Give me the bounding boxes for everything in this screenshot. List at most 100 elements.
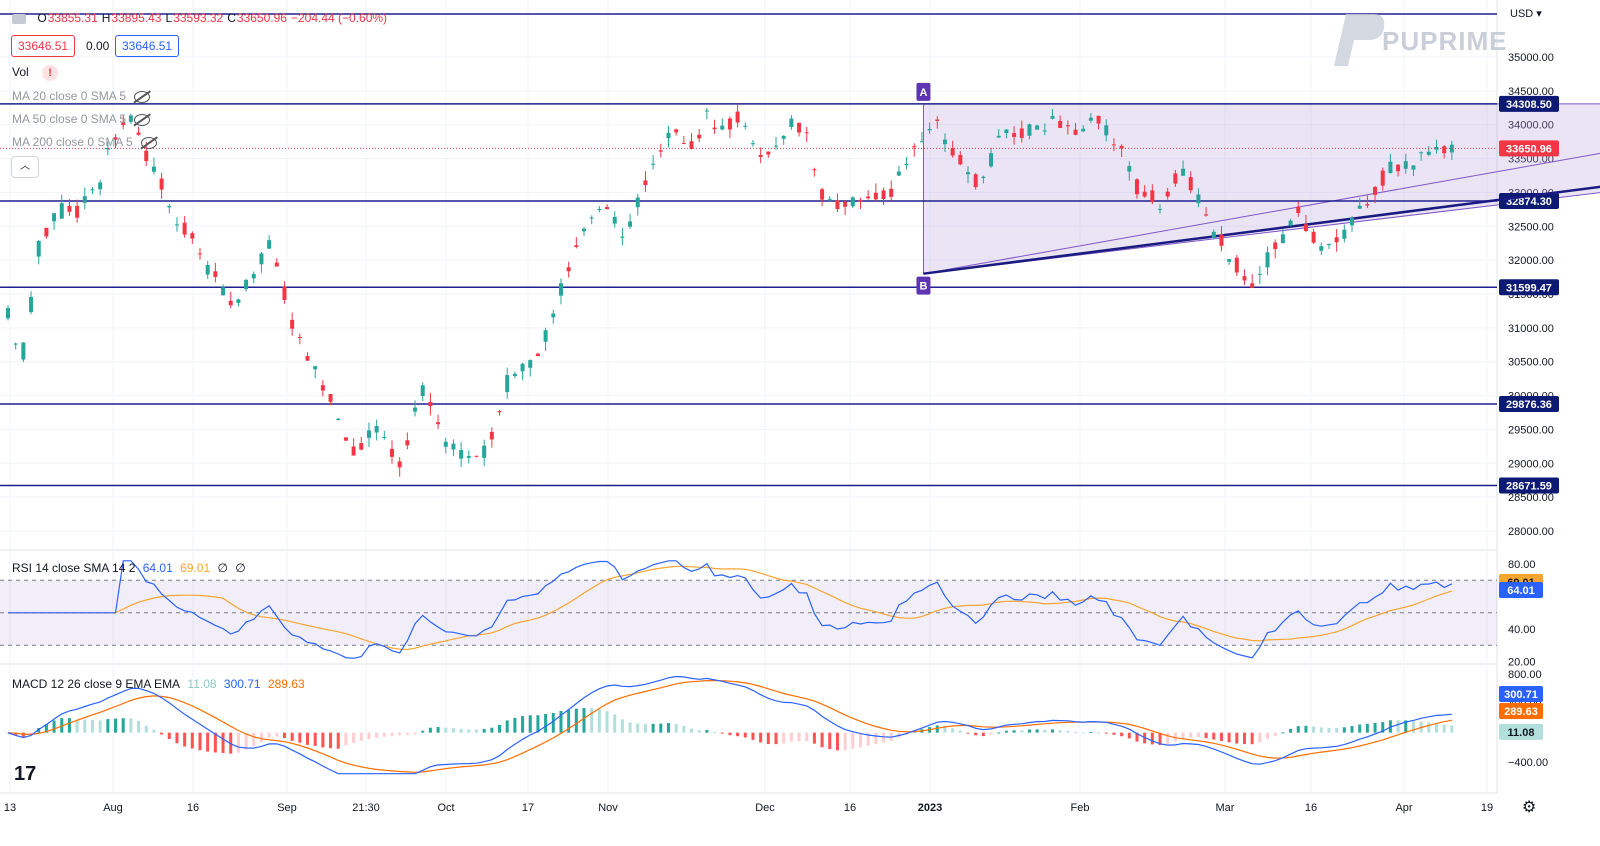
- candle-body: [628, 221, 633, 227]
- macd-histogram-bar: [1319, 727, 1323, 733]
- last-price-label: 33650.96: [1506, 143, 1552, 155]
- macd-histogram-bar: [1335, 728, 1339, 733]
- macd-histogram-bar: [137, 720, 141, 733]
- macd-histogram-bar: [1166, 732, 1170, 744]
- candle-body: [443, 441, 448, 447]
- candle-body: [420, 385, 425, 397]
- candle-body: [1403, 161, 1408, 169]
- candle-body: [1396, 164, 1401, 172]
- macd-histogram-bar: [329, 732, 333, 749]
- candle-body: [1211, 231, 1216, 239]
- macd-histogram-bar: [1235, 732, 1239, 744]
- macd-histogram-bar: [344, 732, 348, 746]
- candle-body: [1388, 161, 1393, 174]
- volume-legend[interactable]: Vol !: [12, 65, 62, 81]
- candle-body: [528, 360, 533, 368]
- puprime-logo-mark: [1334, 14, 1385, 66]
- macd-histogram-bar: [1227, 732, 1231, 743]
- collapse-legend-button[interactable]: ︿: [11, 156, 39, 178]
- candle-body: [313, 366, 318, 370]
- ma20-legend[interactable]: MA 20 close 0 SMA 5: [12, 89, 151, 103]
- candle-body: [305, 356, 310, 361]
- candle-body: [697, 134, 702, 139]
- macd-histogram-bar: [382, 732, 386, 737]
- x-tick-label: Sep: [277, 802, 297, 814]
- macd-histogram-bar: [882, 732, 886, 743]
- candle-body: [267, 240, 272, 249]
- candle-body: [336, 418, 341, 421]
- macd-histogram-bar: [1158, 732, 1162, 745]
- macd-histogram-bar: [551, 712, 555, 733]
- macd-histogram-group: [6, 707, 1454, 754]
- ask-price[interactable]: 33646.51: [115, 35, 180, 57]
- macd-histogram-bar: [106, 719, 110, 733]
- macd-histogram-bar: [359, 732, 363, 741]
- macd-histogram-bar: [805, 732, 809, 742]
- currency-selector[interactable]: USD ▾: [1510, 8, 1542, 20]
- macd-histogram-bar: [474, 729, 478, 733]
- bid-price[interactable]: 33646.51: [11, 35, 76, 57]
- candle-body: [1019, 128, 1024, 138]
- macd-histogram-bar: [336, 732, 340, 749]
- macd-histogram-bar: [1381, 722, 1385, 733]
- macd-legend[interactable]: MACD 12 26 close 9 EMA EMA 11.08 300.71 …: [12, 677, 309, 691]
- ma200-legend[interactable]: MA 200 close 0 SMA 5: [12, 135, 157, 149]
- macd-value-tag-label: 300.71: [1504, 689, 1538, 701]
- rsi-line: [8, 560, 1453, 659]
- macd-histogram-bar: [498, 724, 502, 733]
- candle-body: [881, 190, 886, 200]
- candle-body: [989, 153, 994, 167]
- candle-body: [90, 189, 95, 191]
- hidden-eye-icon[interactable]: [140, 136, 157, 149]
- macd-histogram-bar: [405, 732, 409, 735]
- candle-body: [1127, 166, 1132, 172]
- ohlc-key: O: [37, 11, 47, 25]
- macd-histogram-bar: [989, 732, 993, 735]
- candle-body: [98, 182, 103, 190]
- candle-body: [136, 132, 141, 135]
- macd-histogram-bar: [597, 709, 601, 733]
- rsi-legend[interactable]: RSI 14 close SMA 14 2 64.01 69.01 ∅ ∅: [12, 561, 250, 575]
- ohlc-key: C: [227, 11, 236, 25]
- level-price-tag: [1499, 95, 1559, 112]
- x-tick-label: 21:30: [352, 802, 380, 814]
- hidden-eye-icon[interactable]: [134, 113, 151, 126]
- macd-histogram-bar: [37, 728, 41, 733]
- candle-body: [1296, 206, 1301, 214]
- candle-body: [1012, 133, 1017, 137]
- candle-body: [505, 375, 510, 393]
- macd-histogram-bar: [544, 714, 548, 733]
- candle-body: [374, 425, 379, 433]
- symbol-icon[interactable]: [12, 13, 26, 24]
- macd-signal-value: 289.63: [267, 677, 305, 691]
- macd-histogram-bar: [820, 732, 824, 748]
- candle-body: [620, 236, 625, 238]
- x-tick-label: Apr: [1395, 802, 1412, 814]
- ma50-legend[interactable]: MA 50 close 0 SMA 5: [12, 112, 151, 126]
- spread-value: 0.00: [86, 39, 110, 53]
- macd-histogram-bar: [267, 732, 271, 738]
- ohlc-key: L: [165, 11, 173, 25]
- candle-body: [221, 287, 226, 296]
- candle-body: [182, 222, 187, 235]
- hidden-eye-icon[interactable]: [134, 90, 151, 103]
- candle-body: [904, 164, 909, 166]
- macd-histogram-bar: [67, 718, 71, 733]
- settings-gear-icon[interactable]: ⚙: [1522, 799, 1537, 816]
- macd-histogram-bar: [1020, 730, 1024, 733]
- alert-icon[interactable]: !: [42, 65, 59, 81]
- ohlc-legend: O33855.31 H33895.43 L33593.32 C33650.96 −204…: [12, 11, 395, 25]
- candle-body: [958, 154, 963, 165]
- macd-histogram-bar: [628, 722, 632, 733]
- candle-body: [320, 385, 325, 391]
- candle-body: [21, 342, 26, 360]
- candle-body: [689, 141, 694, 149]
- candles-group: [6, 103, 1454, 477]
- macd-histogram-bar: [236, 732, 240, 753]
- candle-body: [497, 411, 502, 413]
- ascending-trendline: [923, 185, 1600, 275]
- candle-body: [658, 150, 663, 152]
- macd-y-tick-label: −400.00: [1508, 757, 1548, 769]
